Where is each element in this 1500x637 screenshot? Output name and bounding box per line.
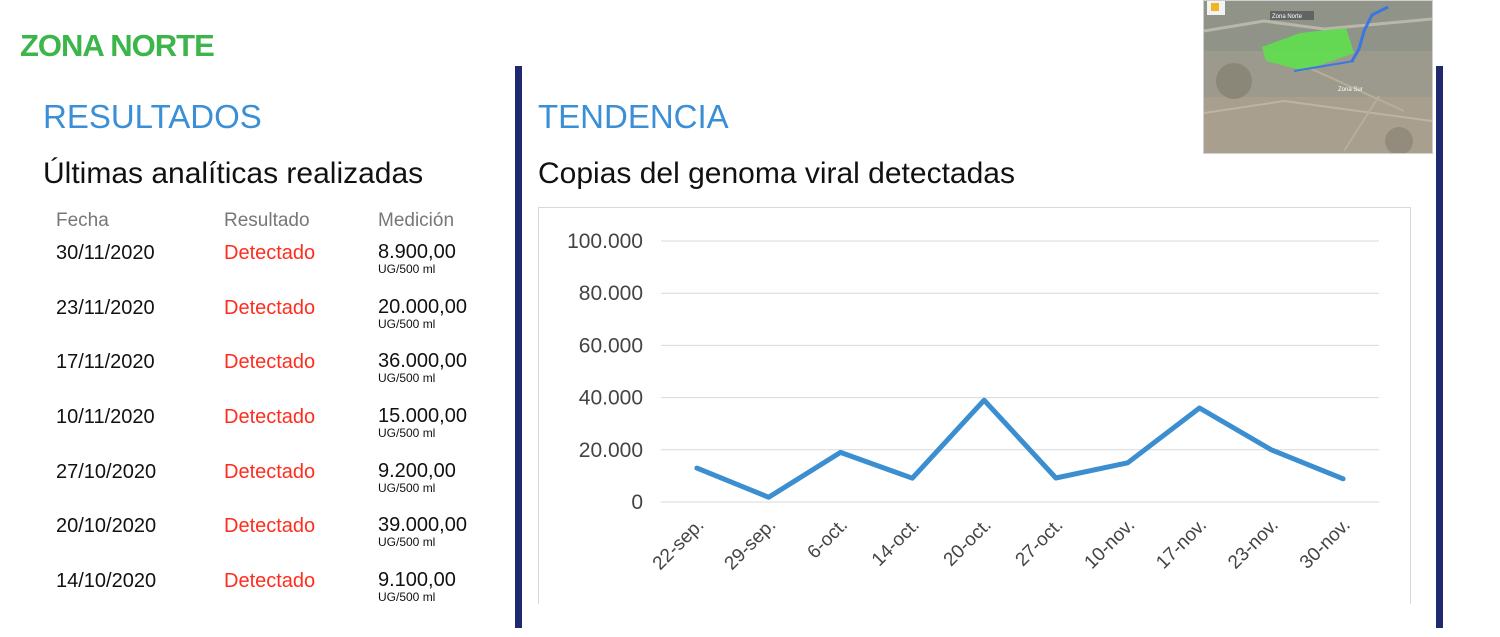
left-divider bbox=[515, 66, 522, 628]
row-result: Detectado bbox=[224, 351, 316, 374]
table-header: Fecha Resultado Medición bbox=[56, 206, 496, 240]
map-label-south: Zona Sur bbox=[1338, 87, 1363, 93]
row-measurement-value: 39.000,00 bbox=[378, 514, 467, 537]
y-tick-label: 0 bbox=[631, 491, 643, 514]
row-measurement-value: 9.200,00 bbox=[378, 459, 456, 482]
column-header-result: Resultado bbox=[224, 210, 310, 231]
row-measurement: 9.200,00 UG/500 ml bbox=[378, 461, 456, 494]
map-label-north: Zona Norte bbox=[1272, 14, 1303, 20]
table-row: 10/11/2020 Detectado 15.000,00 UG/500 ml bbox=[56, 404, 496, 459]
table-row: 30/11/2020 Detectado 8.900,00 UG/500 ml bbox=[56, 240, 496, 295]
row-measurement: 36.000,00 UG/500 ml bbox=[378, 351, 467, 384]
x-tick-label: 27-oct. bbox=[1012, 515, 1068, 571]
table-row: 17/11/2020 Detectado 36.000,00 UG/500 ml bbox=[56, 349, 496, 404]
column-header-measurement: Medición bbox=[378, 210, 455, 231]
row-date: 10/11/2020 bbox=[56, 406, 155, 429]
row-measurement-unit: UG/500 ml bbox=[378, 426, 436, 441]
row-date: 20/10/2020 bbox=[56, 515, 157, 538]
row-result: Detectado bbox=[224, 296, 316, 319]
x-tick-label: 20-oct. bbox=[940, 515, 996, 571]
y-tick-label: 20.000 bbox=[579, 439, 643, 462]
x-tick-label: 10-nov. bbox=[1081, 515, 1140, 574]
row-measurement: 8.900,00 UG/500 ml bbox=[378, 242, 456, 275]
row-measurement-unit: UG/500 ml bbox=[378, 590, 436, 605]
trend-subtitle: Copias del genoma viral detectadas bbox=[538, 157, 1015, 190]
x-tick-label: 22-sep. bbox=[649, 515, 709, 575]
results-subtitle: Últimas analíticas realizadas bbox=[43, 157, 424, 190]
row-date: 17/11/2020 bbox=[56, 351, 155, 374]
row-result: Detectado bbox=[224, 460, 316, 483]
row-measurement: 20.000,00 UG/500 ml bbox=[378, 297, 467, 330]
row-measurement: 15.000,00 UG/500 ml bbox=[378, 406, 467, 439]
y-tick-label: 40.000 bbox=[579, 387, 643, 410]
row-result: Detectado bbox=[224, 570, 316, 593]
table-row: 23/11/2020 Detectado 20.000,00 UG/500 ml bbox=[56, 295, 496, 350]
table-row: 14/10/2020 Detectado 9.100,00 UG/500 ml bbox=[56, 568, 496, 623]
table-row: 20/10/2020 Detectado 39.000,00 UG/500 ml bbox=[56, 513, 496, 568]
results-heading: RESULTADOS bbox=[43, 98, 262, 135]
series-line bbox=[694, 397, 1346, 500]
y-tick-label: 80.000 bbox=[579, 282, 643, 305]
zone-title: ZONA NORTE bbox=[20, 28, 215, 63]
x-tick-label: 29-sep. bbox=[721, 515, 781, 575]
row-measurement-unit: UG/500 ml bbox=[378, 316, 436, 331]
row-measurement-unit: UG/500 ml bbox=[378, 262, 436, 276]
results-table: Fecha Resultado Medición 30/11/2020 Detec… bbox=[56, 206, 496, 623]
right-divider bbox=[1436, 66, 1443, 628]
row-measurement-value: 8.900,00 bbox=[378, 241, 456, 263]
trend-heading: TENDENCIA bbox=[538, 98, 729, 135]
column-header-date: Fecha bbox=[56, 210, 109, 231]
row-measurement: 9.100,00 UG/500 ml bbox=[378, 570, 456, 603]
x-tick-label: 6-oct. bbox=[804, 515, 852, 563]
row-result: Detectado bbox=[224, 406, 316, 429]
row-measurement-unit: UG/500 ml bbox=[378, 480, 436, 495]
zone-map-thumbnail: Zona Norte Zona Sur bbox=[1203, 0, 1433, 154]
trend-chart: 0 20.000 40.000 60.000 80.000 100.000 22-sep. 2… bbox=[538, 207, 1411, 604]
x-tick-label: 30-nov. bbox=[1296, 515, 1355, 574]
y-tick-label: 60.000 bbox=[579, 334, 643, 357]
row-result: Detectado bbox=[224, 242, 316, 264]
row-measurement-value: 15.000,00 bbox=[378, 405, 467, 428]
table-row: 27/10/2020 Detectado 9.200,00 UG/500 ml bbox=[56, 459, 496, 514]
row-result: Detectado bbox=[224, 515, 316, 538]
row-measurement-value: 36.000,00 bbox=[378, 350, 467, 373]
row-date: 27/10/2020 bbox=[56, 460, 157, 483]
row-measurement-unit: UG/500 ml bbox=[378, 371, 436, 386]
row-date: 14/10/2020 bbox=[56, 570, 157, 593]
row-measurement: 39.000,00 UG/500 ml bbox=[378, 515, 467, 548]
row-date: 23/11/2020 bbox=[56, 296, 155, 319]
x-tick-label: 17-nov. bbox=[1152, 515, 1211, 574]
x-tick-label: 23-nov. bbox=[1224, 515, 1283, 574]
row-measurement-value: 20.000,00 bbox=[378, 295, 467, 318]
row-measurement-value: 9.100,00 bbox=[378, 569, 456, 592]
row-date: 30/11/2020 bbox=[56, 242, 155, 264]
y-tick-label: 100.000 bbox=[567, 230, 643, 253]
row-measurement-unit: UG/500 ml bbox=[378, 535, 436, 550]
x-tick-label: 14-oct. bbox=[868, 515, 924, 571]
